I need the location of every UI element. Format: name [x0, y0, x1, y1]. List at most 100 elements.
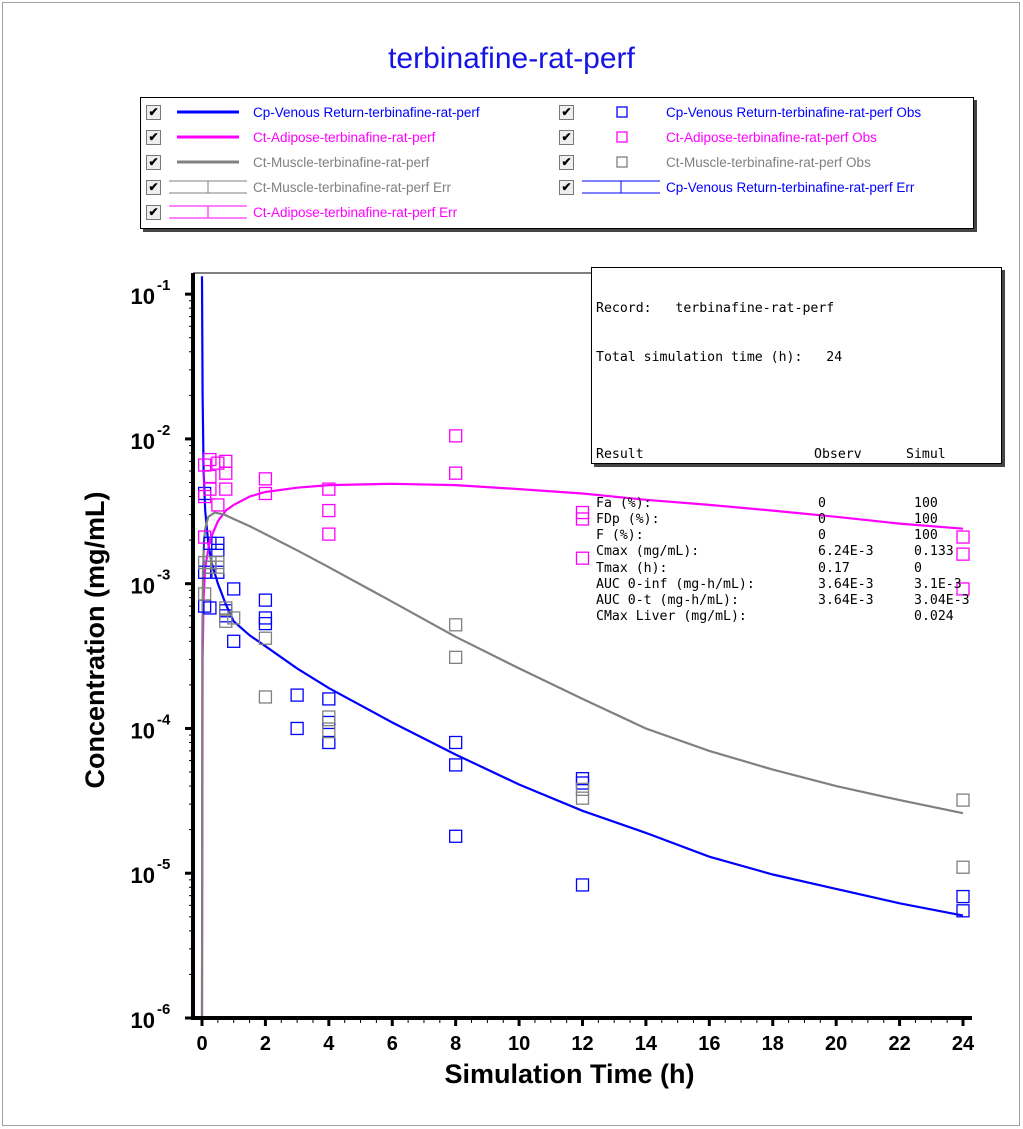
header-result: Result — [596, 447, 644, 463]
legend-item[interactable]: ✔ Cp-Venous Return-terbinafine-rat-perf O… — [559, 101, 921, 123]
observed-point — [211, 543, 225, 557]
checkbox[interactable]: ✔ — [559, 104, 574, 120]
record-label: Record: — [596, 301, 652, 317]
observed-point — [203, 469, 217, 484]
info-row: CMax Liver (mg/mL): 0.024 — [596, 609, 997, 625]
line-swatch-icon — [177, 135, 239, 139]
observed-point — [322, 527, 336, 541]
checkbox[interactable]: ✔ — [559, 129, 574, 145]
x-tick-label: 6 — [387, 1033, 398, 1055]
y-tick-label: 10 — [131, 429, 155, 454]
observed-point — [258, 593, 273, 607]
info-row: Cmax (mg/mL): 6.24E-3 0.133 — [596, 544, 997, 560]
legend-item[interactable]: ✔ Ct-Adipose-terbinafine-rat-perf — [146, 126, 435, 148]
y-tick-label: 10 — [131, 863, 155, 888]
info-metric: Cmax (mg/mL): — [596, 544, 700, 560]
observed-point — [956, 904, 970, 918]
y-tick-exponent: -3 — [157, 567, 170, 584]
observed-point — [211, 555, 225, 570]
info-simul: 3.04E-3 — [914, 593, 970, 609]
legend-item[interactable]: ✔ Ct-Muscle-terbinafine-rat-perf — [146, 151, 429, 173]
checkbox[interactable]: ✔ — [146, 204, 161, 220]
info-simul: 100 — [914, 528, 938, 544]
observed-point — [956, 889, 970, 904]
observed-point — [575, 782, 590, 796]
total-time-value: 24 — [826, 350, 843, 366]
observed-point — [203, 555, 217, 570]
observed-point — [322, 710, 336, 724]
info-row: Fa (%): 0 100 — [596, 496, 997, 512]
observed-point — [322, 503, 336, 518]
y-tick-exponent: -6 — [157, 1001, 170, 1018]
legend-item[interactable]: ✔ Ct-Adipose-terbinafine-rat-perf Err — [146, 201, 457, 223]
total-time-label: Total simulation time (h): — [596, 350, 803, 366]
checkbox[interactable]: ✔ — [146, 154, 161, 170]
legend-item[interactable]: ✔ Cp-Venous Return-terbinafine-rat-perf — [146, 101, 480, 123]
observed-point — [290, 721, 304, 736]
y-tick-label: 10 — [131, 718, 155, 743]
err-swatch-icon — [169, 180, 247, 194]
y-tick-label: 10 — [131, 574, 155, 599]
legend-label: Cp-Venous Return-terbinafine-rat-perf Er… — [666, 179, 915, 195]
observed-point — [290, 688, 304, 702]
info-header: Result Observ Simul — [596, 447, 997, 463]
legend-label: Ct-Muscle-terbinafine-rat-perf Err — [253, 179, 452, 195]
observed-point — [322, 482, 336, 496]
info-observ — [814, 609, 910, 625]
x-tick-label: 24 — [952, 1033, 975, 1055]
observed-point — [575, 551, 590, 565]
line-swatch-icon — [177, 160, 239, 164]
info-metric: CMax Liver (mg/mL): — [596, 609, 747, 625]
legend-label: Ct-Adipose-terbinafine-rat-perf — [253, 129, 436, 145]
checkbox[interactable]: ✔ — [146, 179, 161, 195]
observed-point — [197, 587, 212, 601]
square-swatch-icon — [616, 131, 628, 143]
observed-point — [449, 466, 463, 480]
legend-item[interactable]: ✔ Cp-Venous Return-terbinafine-rat-perf E… — [559, 176, 914, 198]
observed-point — [449, 735, 463, 750]
observed-point — [258, 472, 273, 486]
info-metric: F (%): — [596, 528, 644, 544]
observed-point — [956, 793, 970, 807]
info-observ: 0 — [818, 495, 826, 511]
legend-item[interactable]: ✔ Ct-Adipose-terbinafine-rat-perf Obs — [559, 126, 877, 148]
observed-point — [258, 486, 273, 501]
legend-item[interactable]: ✔ Ct-Muscle-terbinafine-rat-perf Err — [146, 176, 451, 198]
checkbox[interactable]: ✔ — [146, 104, 161, 120]
info-metric: FDp (%): — [596, 512, 660, 528]
info-metric: AUC 0-inf (mg-h/mL): — [596, 576, 755, 592]
info-box: Record: terbinafine-rat-perf Total simul… — [591, 267, 1002, 624]
observed-point — [197, 530, 212, 544]
x-tick-label: 2 — [260, 1033, 271, 1055]
legend-label: Ct-Muscle-terbinafine-rat-perf — [253, 154, 430, 170]
y-tick-label: 10 — [131, 284, 155, 309]
observed-point — [956, 860, 970, 874]
info-observ: 0 — [818, 528, 826, 544]
info-observ: 6.24E-3 — [818, 544, 874, 560]
header-simul: Simul — [906, 447, 946, 463]
observed-point — [956, 547, 970, 561]
checkbox[interactable]: ✔ — [559, 154, 574, 170]
info-simul: 0.133 — [914, 544, 954, 560]
chart-title: terbinafine-rat-perf — [388, 42, 635, 75]
series-line — [200, 511, 964, 1019]
observed-point — [449, 650, 463, 664]
legend-item[interactable]: ✔ Ct-Muscle-terbinafine-rat-perf Obs — [559, 151, 871, 173]
checkbox[interactable]: ✔ — [146, 129, 161, 145]
x-axis-label: Simulation Time (h) — [444, 1059, 694, 1089]
x-tick-label: 20 — [825, 1033, 847, 1055]
info-metric: Tmax (h): — [596, 560, 668, 576]
observed-point — [197, 489, 212, 504]
observed-point — [219, 614, 233, 628]
x-tick-label: 4 — [323, 1033, 335, 1055]
x-tick-label: 8 — [450, 1033, 461, 1055]
square-swatch-icon — [616, 156, 628, 168]
y-tick-label: 10 — [131, 1008, 155, 1033]
legend-label: Cp-Venous Return-terbinafine-rat-perf Ob… — [666, 104, 922, 120]
observed-point — [449, 829, 463, 843]
x-tick-label: 12 — [571, 1033, 593, 1055]
info-row: AUC 0-t (mg-h/mL): 3.64E-3 3.04E-3 — [596, 593, 997, 609]
checkbox[interactable]: ✔ — [559, 179, 574, 195]
observed-point — [227, 634, 241, 648]
observed-point — [203, 482, 217, 496]
